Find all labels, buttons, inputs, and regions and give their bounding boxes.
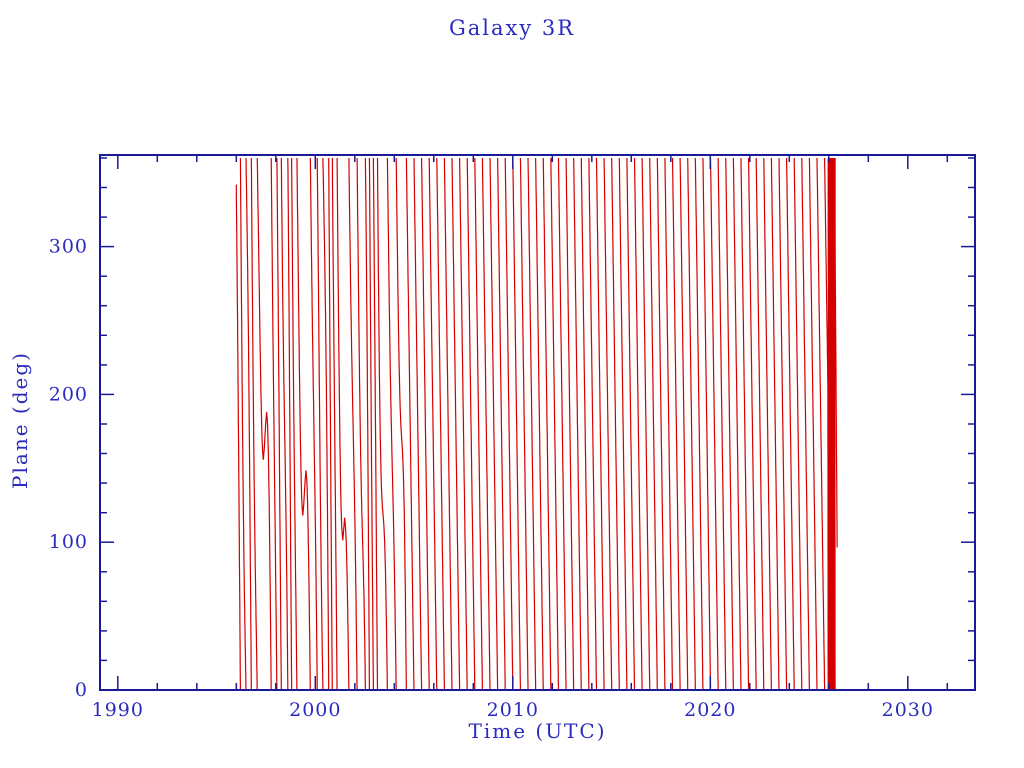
x-tick-label: 2030 bbox=[882, 699, 934, 721]
y-tick-label: 0 bbox=[75, 679, 88, 701]
x-axis-title: Time (UTC) bbox=[468, 719, 607, 743]
y-tick-label: 300 bbox=[49, 236, 88, 258]
x-tick-label: 2010 bbox=[487, 699, 539, 721]
x-tick-label: 2020 bbox=[684, 699, 736, 721]
axis-tick-labels: 1990 2000 2010 2020 2030 0 100 200 300 bbox=[49, 236, 934, 721]
x-tick-label: 1990 bbox=[92, 699, 144, 721]
plot-frame bbox=[99, 154, 976, 691]
data-series bbox=[235, 157, 838, 690]
axis-ticks bbox=[100, 155, 975, 691]
x-tick-label: 2000 bbox=[289, 699, 341, 721]
y-tick-label: 100 bbox=[49, 531, 88, 553]
chart-title: Galaxy 3R bbox=[448, 16, 576, 40]
y-tick-label: 200 bbox=[49, 383, 88, 405]
